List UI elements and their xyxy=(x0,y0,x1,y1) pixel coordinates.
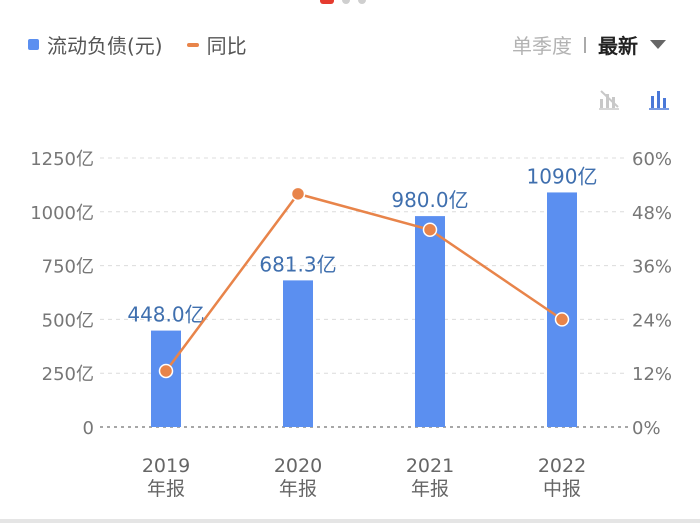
legend-item-liabilities[interactable]: 流动负债(元) xyxy=(28,30,163,59)
y-left-tick-label: 500亿 xyxy=(42,310,94,331)
line-off-icon[interactable] xyxy=(598,88,620,110)
y-right-tick-label: 24% xyxy=(632,310,672,331)
y-left-tick-label: 250亿 xyxy=(42,364,94,385)
chart-tools xyxy=(598,88,670,110)
bar xyxy=(283,280,313,427)
yoy-point xyxy=(422,222,438,237)
bar-value-label: 980.0亿 xyxy=(391,188,468,212)
y-right-tick-label: 60% xyxy=(632,149,672,170)
legend-item-yoy[interactable]: 同比 xyxy=(186,30,247,59)
period-option-latest[interactable]: 最新 xyxy=(598,34,638,58)
y-left-tick-label: 1250亿 xyxy=(30,149,94,170)
period-selector: 单季度 最新 xyxy=(512,30,666,59)
page-indicator xyxy=(320,0,366,4)
x-tick-label: 2019 xyxy=(142,455,190,477)
chevron-down-icon[interactable] xyxy=(650,40,666,49)
page-dot-active xyxy=(320,0,334,4)
bar-value-label: 1090亿 xyxy=(527,164,598,188)
yoy-line xyxy=(164,192,563,372)
page-dot xyxy=(358,0,366,4)
legend-line-label: 同比 xyxy=(206,34,247,58)
bar xyxy=(151,330,181,427)
y-left-tick-label: 0 xyxy=(83,418,94,439)
x-tick-sublabel: 年报 xyxy=(279,478,317,500)
legend-bar-swatch xyxy=(28,39,39,50)
x-tick-label: 2022 xyxy=(538,455,586,477)
yoy-point xyxy=(158,363,174,379)
yoy-point xyxy=(554,312,570,327)
x-tick-label: 2020 xyxy=(274,455,322,477)
x-tick-sublabel: 中报 xyxy=(543,478,581,500)
legend-line-swatch xyxy=(186,42,199,47)
bar xyxy=(547,192,577,427)
y-left-tick-label: 1000亿 xyxy=(30,203,94,224)
x-tick-sublabel: 年报 xyxy=(411,478,449,500)
bottom-divider xyxy=(0,519,700,523)
chart-legend: 流动负债(元) 同比 xyxy=(28,30,271,59)
bar-value-label: 681.3亿 xyxy=(259,252,336,276)
bar-value-label: 448.0亿 xyxy=(127,303,204,327)
y-right-tick-label: 12% xyxy=(632,364,672,385)
y-right-tick-label: 48% xyxy=(632,203,672,224)
legend-bar-label: 流动负债(元) xyxy=(47,34,163,58)
x-tick-label: 2021 xyxy=(406,455,454,477)
bar-chart-icon[interactable] xyxy=(648,88,670,110)
page-dot xyxy=(342,0,350,4)
x-tick-sublabel: 年报 xyxy=(147,478,185,500)
period-option-single-quarter[interactable]: 单季度 xyxy=(512,34,572,58)
y-left-tick-label: 750亿 xyxy=(42,257,94,278)
period-separator xyxy=(584,36,586,53)
bar xyxy=(415,216,445,427)
y-right-tick-label: 36% xyxy=(632,257,672,278)
y-right-tick-label: 0% xyxy=(632,418,661,439)
yoy-point xyxy=(290,186,306,202)
